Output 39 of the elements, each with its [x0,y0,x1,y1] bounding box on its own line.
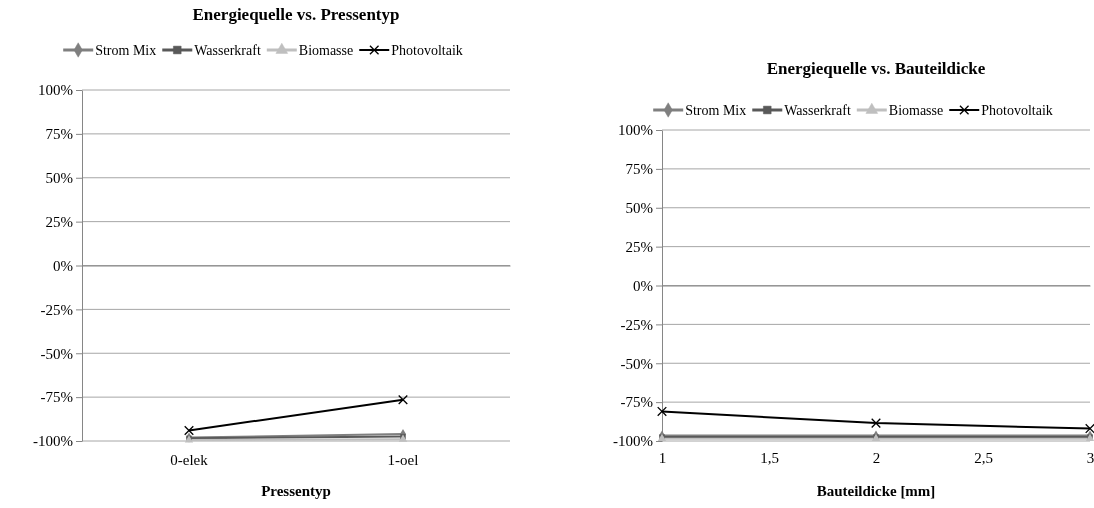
y-tick-label: -50% [620,355,653,372]
legend-label: Biomasse [298,43,354,58]
legend-label: Strom Mix [685,103,747,118]
legend-label: Photovoltaik [981,103,1053,118]
y-tick-label: -75% [620,394,653,411]
legend-label: Wasserkraft [194,43,261,58]
point [398,394,408,405]
x-tick-label: 3 [1086,449,1094,466]
y-tick-label: 75% [625,161,653,178]
x-tick-label: 1-oel [387,451,419,468]
x-tick-label: 2,5 [974,449,993,466]
x-tick-label: 1 [658,449,667,466]
chart-title: Energiequelle vs. Pressentyp [192,5,400,24]
y-tick-label: 0% [53,257,73,274]
y-tick-label: 50% [625,200,653,217]
y-tick-label: -100% [613,433,653,450]
legend-label: Strom Mix [95,43,157,58]
point [184,425,194,436]
y-tick-label: 0% [633,277,653,294]
y-tick-label: -100% [33,433,73,450]
y-tick-label: 25% [45,213,73,230]
y-tick-label: 100% [618,122,653,139]
x-axis-title: Bauteildicke [mm] [816,483,936,499]
y-tick-label: 75% [45,126,73,143]
y-tick-label: 50% [45,170,73,187]
legend-label: Wasserkraft [784,103,851,118]
y-tick-label: -75% [40,389,73,406]
x-tick-label: 0-elek [170,451,209,468]
x-tick-label: 2 [872,449,881,466]
legend-label: Biomasse [888,103,944,118]
y-tick-label: -50% [40,345,73,362]
y-tick-label: 100% [38,82,73,99]
y-tick-label: -25% [40,301,73,318]
x-tick-label: 1,5 [760,449,779,466]
y-tick-label: 25% [625,238,653,255]
x-axis-title: Pressentyp [261,483,331,499]
legend-label: Photovoltaik [391,43,463,58]
chart-title: Energiequelle vs. Bauteildicke [766,59,986,78]
y-tick-label: -25% [620,316,653,333]
